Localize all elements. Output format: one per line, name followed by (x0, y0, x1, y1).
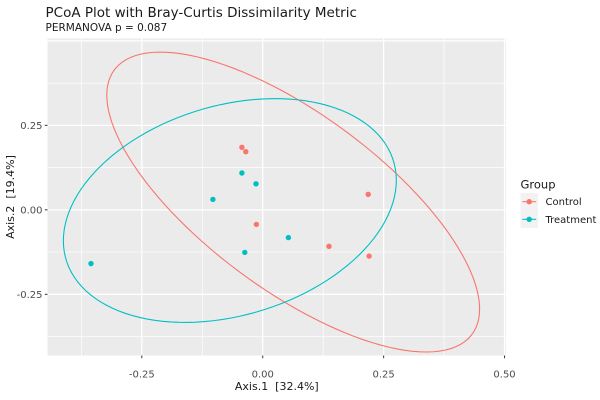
confidence-ellipse-control (106, 51, 481, 353)
data-point-control (243, 149, 249, 155)
y-tick-label: 0.00 (20, 205, 42, 216)
data-point-control (253, 221, 260, 228)
x-tick-label: 0.25 (373, 370, 395, 381)
data-point-treatment (239, 170, 245, 176)
y-axis-label: Axis.2 [19.4%] (4, 155, 17, 239)
chart-subtitle: PERMANOVA p = 0.087 (46, 22, 168, 34)
data-point-control (366, 253, 372, 259)
axis-tick-marks (44, 124, 506, 359)
x-axis-label: Axis.1 [32.4%] (235, 380, 319, 393)
axis-tick-labels: -0.25 0.00 0.25 0.50 -0.25 0.00 0.25 (17, 121, 516, 381)
confidence-ellipse-treatment (62, 98, 397, 323)
y-tick-label: -0.25 (17, 290, 43, 301)
legend-key-point (526, 216, 532, 222)
legend-title: Group (521, 178, 556, 192)
gridlines-minor (47, 38, 506, 356)
legend-item-label: Treatment (545, 215, 597, 226)
data-point-treatment (253, 181, 259, 187)
chart-title: PCoA Plot with Bray-Curtis Dissimilarity… (46, 5, 357, 21)
x-tick-label: 0.00 (252, 370, 274, 381)
legend-item-label: Control (546, 197, 582, 208)
confidence-ellipses (62, 51, 481, 353)
data-point-control (326, 243, 332, 249)
legend: Group Control Treatment (520, 178, 597, 229)
data-point-control (365, 191, 371, 197)
x-tick-label: 0.50 (493, 370, 515, 381)
legend-items: Control Treatment (520, 193, 597, 229)
y-tick-label: 0.25 (20, 121, 42, 132)
gridlines-major (47, 38, 506, 356)
legend-key-point (526, 199, 532, 205)
panel-background (47, 38, 506, 356)
x-tick-label: -0.25 (129, 370, 155, 381)
data-point-treatment (285, 234, 292, 241)
data-point-control (239, 144, 245, 150)
data-point-treatment (242, 249, 248, 256)
data-points (88, 144, 372, 267)
data-point-treatment (88, 260, 94, 267)
data-point-treatment (210, 196, 216, 203)
